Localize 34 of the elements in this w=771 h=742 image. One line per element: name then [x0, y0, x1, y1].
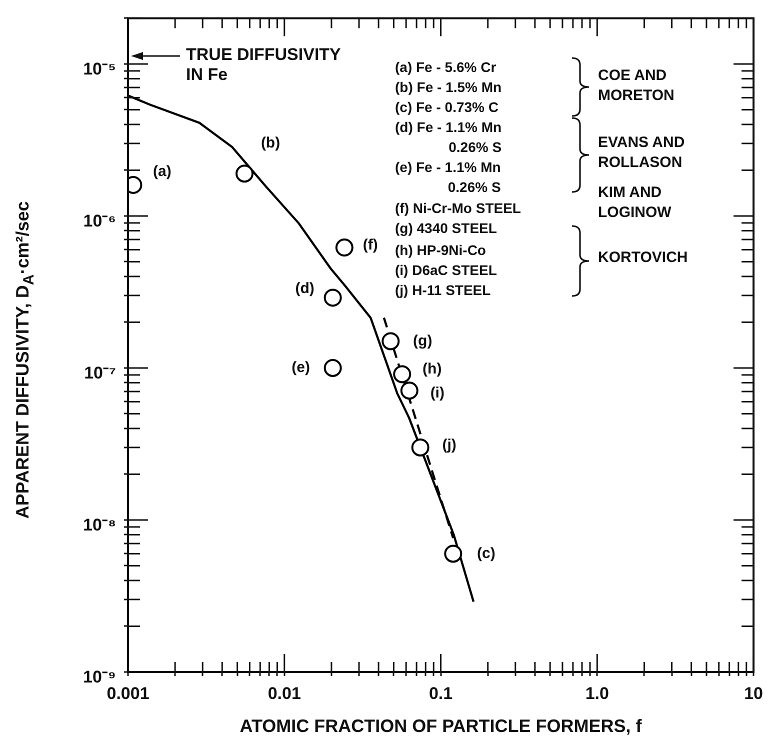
annotation: TRUE DIFFUSIVITY IN Fe: [186, 45, 341, 85]
annotation: (a) Fe - 5.6% Cr: [395, 58, 496, 77]
data-label: (d): [295, 280, 314, 297]
data-label: (f): [362, 236, 378, 254]
y-tick-label: 10⁻⁶: [83, 212, 116, 231]
annotation: (f) Ni-Cr-Mo STEEL: [395, 199, 521, 218]
y-tick-label: 10⁻⁵: [83, 60, 116, 79]
data-label: (h): [422, 360, 442, 378]
annotation: (c) Fe - 0.73% C: [395, 98, 498, 117]
annotation: (g) 4340 STEEL: [395, 219, 497, 238]
annotation: (j) H-11 STEEL: [395, 281, 491, 300]
data-label: (j): [442, 436, 456, 454]
annotation: (i) D6aC STEEL: [395, 261, 497, 280]
annotation: (h) HP-9Ni-Co: [395, 241, 486, 260]
annotation: (b) Fe - 1.5% Mn: [395, 78, 502, 97]
y-tick-label: 10⁻⁸: [83, 516, 116, 535]
data-label: (i): [430, 384, 444, 402]
x-tick-label: 1.0: [585, 684, 609, 703]
data-label: (b): [260, 134, 280, 152]
y-tick-label: 10⁻⁷: [84, 364, 116, 383]
x-axis-title: ATOMIC FRACTION OF PARTICLE FORMERS, f: [240, 716, 643, 736]
data-label: (g): [413, 332, 432, 350]
annotation: (e) Fe - 1.1% Mn 0.26% S: [395, 158, 501, 197]
data-label: (a): [153, 163, 172, 180]
x-tick-label: 0.01: [268, 684, 301, 703]
data-label: (e): [292, 359, 310, 376]
x-tick-label: 10: [744, 684, 764, 703]
annotation: KORTOVICH: [598, 248, 688, 268]
x-tick-label: 0.1: [428, 684, 453, 703]
annotation: (d) Fe - 1.1% Mn 0.26% S: [395, 118, 502, 157]
annotation: COE AND MORETON: [598, 66, 674, 106]
annotation: KIM AND LOGINOW: [598, 183, 672, 223]
data-label: (c): [476, 544, 496, 562]
annotation: EVANS AND ROLLASON: [598, 133, 685, 173]
